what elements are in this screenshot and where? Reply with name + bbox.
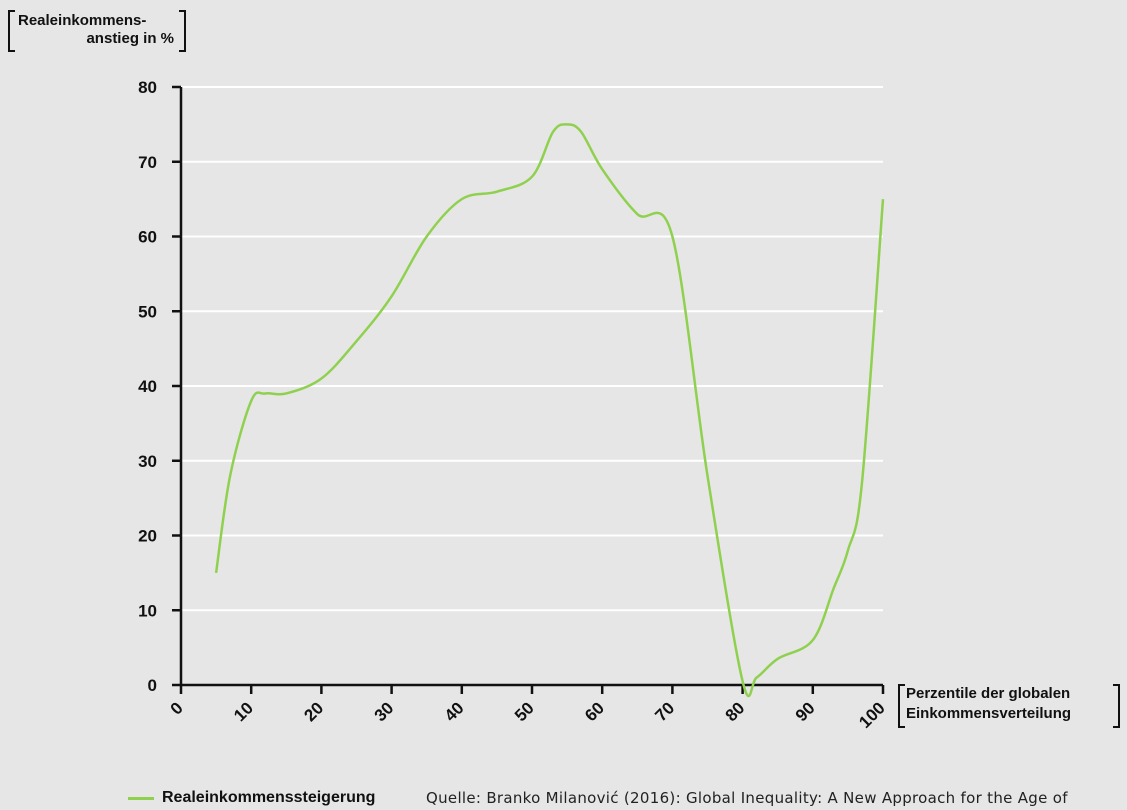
x-tick-label: 60 <box>581 698 608 725</box>
series-line <box>214 123 885 698</box>
x-axis-label-line-2: Einkommensverteilung <box>906 705 1072 722</box>
series-lines <box>214 123 885 698</box>
x-tick-label: 40 <box>441 698 468 725</box>
bracket-right <box>1113 684 1120 728</box>
x-axis-label: Perzentile der globalen Einkommensvertei… <box>898 684 1120 728</box>
y-tick-label: 0 <box>148 676 157 695</box>
bracket-right <box>179 10 186 52</box>
y-tick-label: 30 <box>138 452 157 471</box>
x-tick-label: 20 <box>300 698 327 725</box>
x-tick-label: 90 <box>792 698 819 725</box>
bracket-left <box>8 10 15 52</box>
gridlines <box>181 86 883 612</box>
x-tick-label: 100 <box>855 698 888 731</box>
y-tick-label: 20 <box>138 527 157 546</box>
bracket-left <box>898 684 905 728</box>
legend-swatch <box>128 796 154 800</box>
x-tick-label: 0 <box>167 698 187 718</box>
y-axis-label-line-1: Realeinkommens- <box>18 12 147 29</box>
legend-label: Realeinkommenssteigerung <box>162 789 376 806</box>
y-tick-label: 60 <box>138 228 157 247</box>
y-tick-label: 40 <box>138 377 157 396</box>
y-axis-label-line-2: anstieg in % <box>86 30 174 47</box>
x-tick-label: 10 <box>230 698 257 725</box>
x-tick-label: 30 <box>371 698 398 725</box>
y-tick-label: 10 <box>138 601 157 620</box>
x-tick-label: 70 <box>651 698 678 725</box>
y-axis-ticks: 0 10 20 30 40 50 60 70 80 <box>138 78 181 695</box>
x-axis-ticks: 0 10 20 30 40 50 60 70 80 90 100 <box>167 685 889 732</box>
x-tick-label: 50 <box>511 698 538 725</box>
y-tick-label: 80 <box>138 78 157 97</box>
legend: Realeinkommenssteigerung <box>128 787 375 809</box>
x-tick-label: 80 <box>722 698 749 725</box>
y-tick-label: 50 <box>138 302 157 321</box>
y-tick-label: 70 <box>138 153 157 172</box>
x-axis-label-line-1: Perzentile der globalen <box>906 685 1071 702</box>
y-axis-label: Realeinkommens- anstieg in % <box>8 10 186 52</box>
source-note: Quelle: Branko Milanović (2016): Global … <box>426 789 1068 807</box>
